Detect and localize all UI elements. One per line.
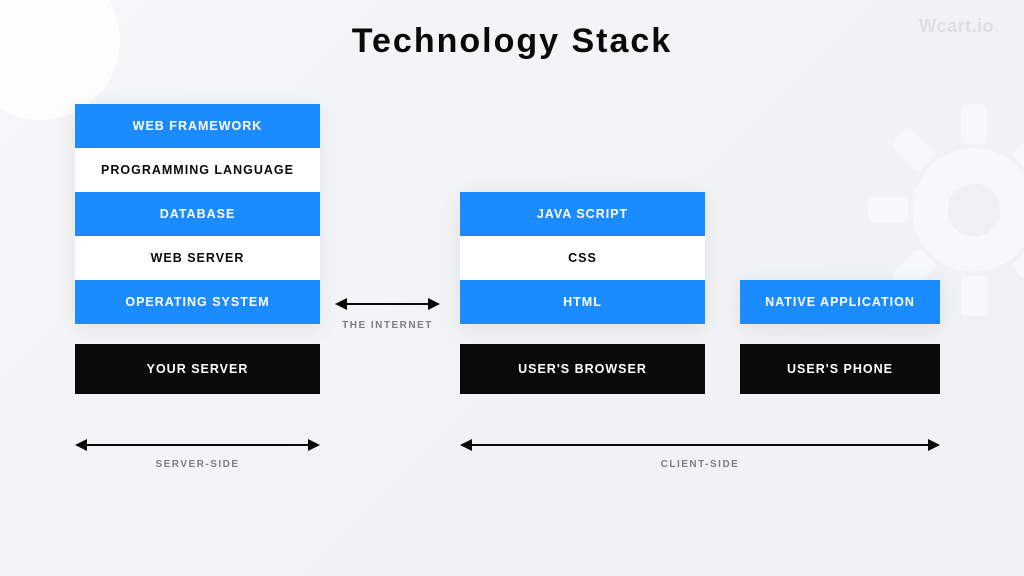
- page-title: Technology Stack: [0, 0, 1024, 61]
- server-layer: DATABASE: [75, 192, 320, 236]
- client-side-arrowhead-right: [928, 439, 940, 451]
- browser-layer: HTML: [460, 280, 705, 324]
- server-layer: PROGRAMMING LANGUAGE: [75, 148, 320, 192]
- internet-arrowhead-right: [428, 298, 440, 310]
- internet-arrowhead-left: [335, 298, 347, 310]
- server-side-arrow: [85, 444, 310, 447]
- server-layer: WEB FRAMEWORK: [75, 104, 320, 148]
- server-side-label: SERVER-SIDE: [75, 459, 320, 470]
- phone-stack: NATIVE APPLICATION: [740, 280, 940, 324]
- server-base: YOUR SERVER: [75, 344, 320, 394]
- server-layer: WEB SERVER: [75, 236, 320, 280]
- client-side-arrowhead-left: [460, 439, 472, 451]
- server-layer: OPERATING SYSTEM: [75, 280, 320, 324]
- phone-layer: NATIVE APPLICATION: [740, 280, 940, 324]
- browser-base: USER'S BROWSER: [460, 344, 705, 394]
- internet-arrow: [345, 303, 430, 306]
- phone-base: USER'S PHONE: [740, 344, 940, 394]
- browser-layer: JAVA SCRIPT: [460, 192, 705, 236]
- server-stack: WEB FRAMEWORKPROGRAMMING LANGUAGEDATABAS…: [75, 104, 320, 324]
- client-side-arrow: [470, 444, 930, 447]
- browser-layer: CSS: [460, 236, 705, 280]
- client-side-label: CLIENT-SIDE: [460, 459, 940, 470]
- browser-stack: JAVA SCRIPTCSSHTML: [460, 192, 705, 324]
- server-side-arrowhead-right: [308, 439, 320, 451]
- internet-label: THE INTERNET: [335, 320, 440, 331]
- watermark-text: Wcart.io: [919, 16, 994, 37]
- server-side-arrowhead-left: [75, 439, 87, 451]
- diagram-canvas: WEB FRAMEWORKPROGRAMMING LANGUAGEDATABAS…: [0, 90, 1024, 576]
